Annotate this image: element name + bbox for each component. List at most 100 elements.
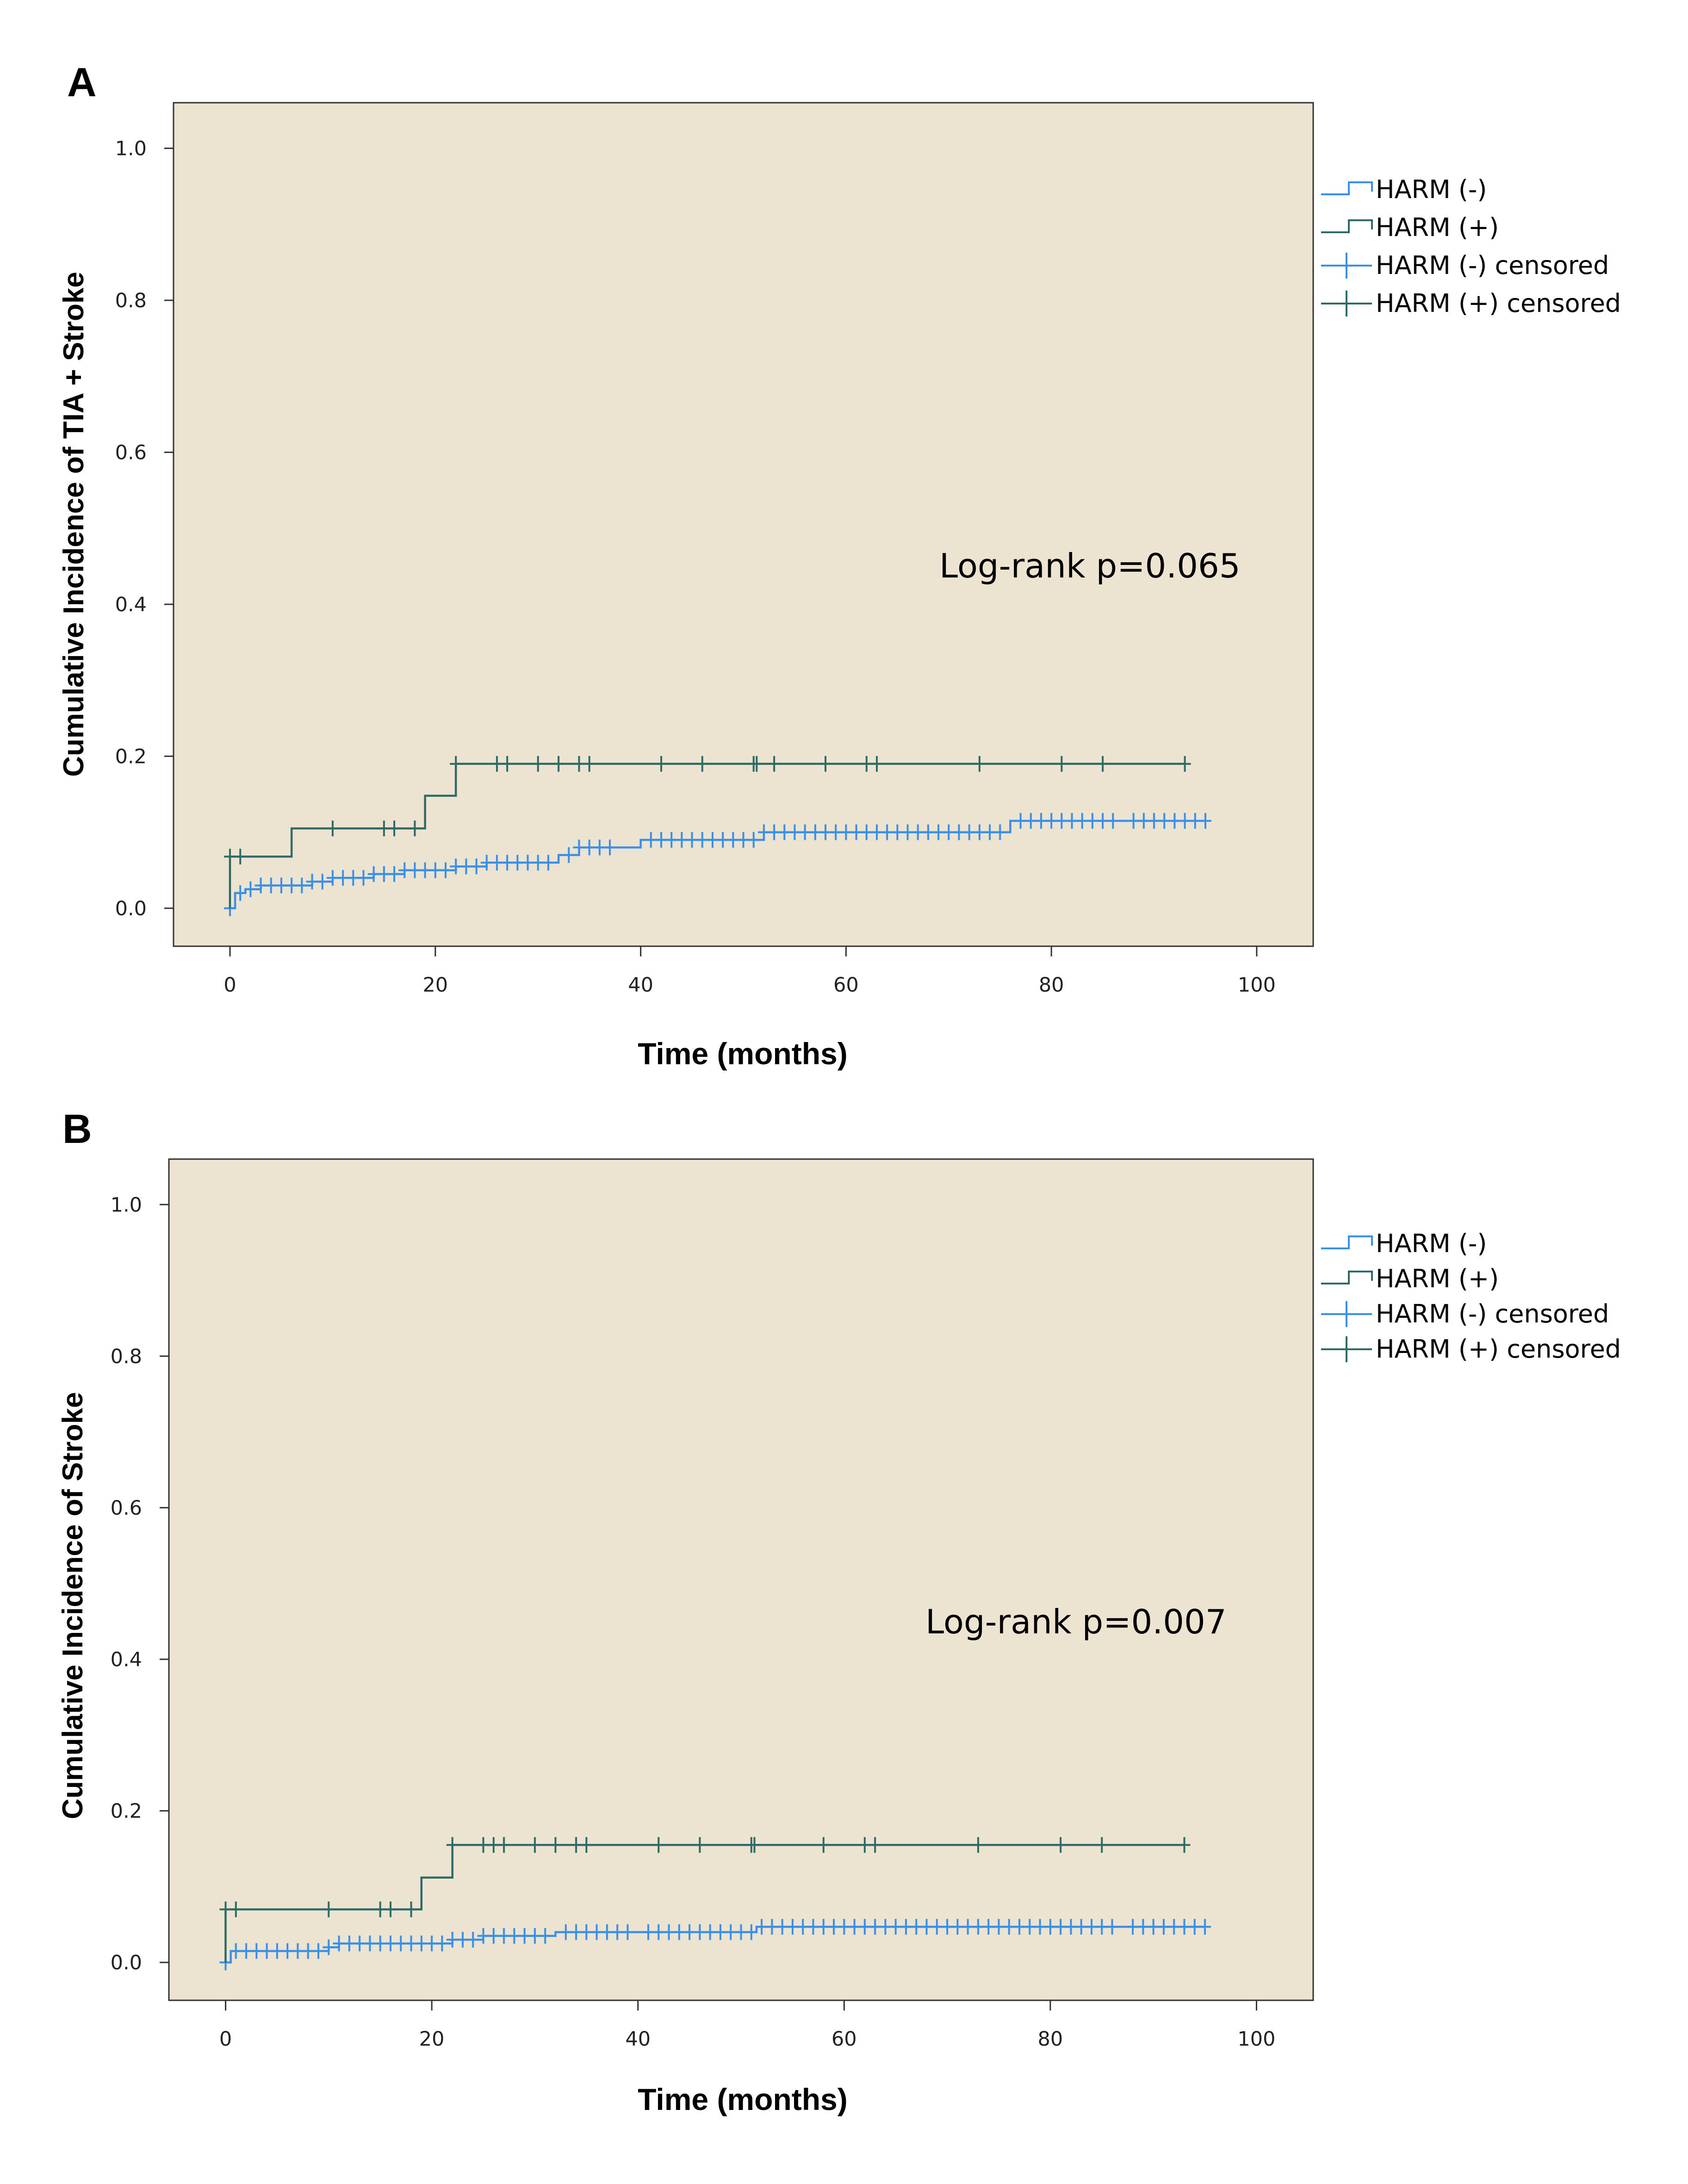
x-tick-label: 100 xyxy=(1237,2028,1275,2051)
censor-mark-harm-neg xyxy=(982,1919,995,1935)
censor-mark-harm-pos xyxy=(323,1901,335,1917)
censor-mark-harm-neg xyxy=(316,874,329,890)
y-tick-label: 0.0 xyxy=(111,1951,142,1974)
censor-mark-harm-neg xyxy=(838,1919,850,1935)
censor-mark-harm-neg xyxy=(655,832,667,848)
censor-mark-harm-neg xyxy=(583,839,596,856)
censor-mark-harm-neg xyxy=(323,1939,335,1955)
censor-mark-harm-neg xyxy=(559,1924,572,1940)
censor-mark-harm-neg xyxy=(860,824,873,840)
censor-mark-harm-pos xyxy=(1096,1837,1108,1853)
censor-mark-harm-pos xyxy=(694,1837,706,1853)
censor-mark-harm-neg xyxy=(429,862,441,878)
censor-mark-harm-neg xyxy=(302,1943,314,1959)
censor-mark-harm-neg xyxy=(388,866,401,882)
censor-mark-harm-neg xyxy=(901,824,914,840)
censor-mark-harm-neg xyxy=(869,1919,881,1935)
censor-mark-harm-pos xyxy=(498,1837,510,1853)
censor-mark-harm-neg xyxy=(778,824,791,840)
censor-mark-harm-neg xyxy=(665,832,678,848)
censor-mark-harm-neg xyxy=(580,1924,593,1940)
censor-mark-harm-neg xyxy=(809,824,821,840)
censor-mark-harm-neg xyxy=(528,1928,541,1944)
censor-mark-harm-neg xyxy=(1168,813,1181,829)
legend-label: HARM (+) xyxy=(1376,1264,1499,1293)
censor-mark-harm-neg xyxy=(604,839,616,856)
censor-mark-harm-neg xyxy=(436,1936,448,1952)
censor-mark-harm-pos xyxy=(751,756,763,772)
x-tick-label: 20 xyxy=(422,974,448,997)
legend-line-icon xyxy=(1321,219,1373,233)
censor-mark-harm-neg xyxy=(1158,813,1171,829)
censor-mark-harm-pos xyxy=(1055,756,1068,772)
censor-mark-harm-neg xyxy=(756,1919,768,1935)
censor-mark-harm-neg xyxy=(378,866,390,882)
censor-mark-harm-neg xyxy=(817,1919,830,1935)
censor-mark-harm-neg xyxy=(1044,1919,1056,1935)
censor-mark-harm-neg xyxy=(799,824,811,840)
censor-mark-harm-neg xyxy=(922,824,934,840)
censor-mark-harm-pos xyxy=(1097,756,1109,772)
censor-mark-harm-neg xyxy=(521,855,534,871)
censor-mark-harm-pos xyxy=(409,820,421,837)
censor-mark-harm-neg xyxy=(766,1919,778,1935)
y-tick-label: 0.0 xyxy=(115,897,147,920)
censor-mark-harm-neg xyxy=(467,1931,479,1948)
censor-mark-harm-neg xyxy=(374,1936,386,1952)
censor-mark-harm-pos xyxy=(1055,1837,1067,1853)
legend-label: HARM (-) xyxy=(1376,1229,1487,1258)
censor-mark-harm-neg xyxy=(951,1919,964,1935)
censor-mark-harm-pos xyxy=(1178,1837,1191,1853)
censor-mark-harm-neg xyxy=(1147,1919,1160,1935)
censor-mark-harm-pos xyxy=(860,756,873,772)
censor-mark-harm-neg xyxy=(1148,813,1160,829)
legend-a: HARM (-) HARM (+) HARM (-) censored HARM (+… xyxy=(1321,175,1621,318)
censor-mark-harm-neg xyxy=(1014,813,1027,829)
censor-mark-harm-pos xyxy=(501,756,514,772)
censor-mark-harm-neg xyxy=(642,1924,654,1940)
censor-mark-harm-neg xyxy=(326,870,339,886)
censor-mark-harm-neg xyxy=(747,832,760,848)
censor-mark-harm-neg xyxy=(1137,813,1150,829)
censor-mark-harm-pos xyxy=(234,849,247,865)
censor-mark-harm-pos xyxy=(1179,756,1191,772)
censor-mark-harm-neg xyxy=(696,832,708,848)
censor-mark-harm-neg xyxy=(539,1928,552,1944)
censor-mark-harm-neg xyxy=(1106,1919,1118,1935)
censor-mark-harm-pos xyxy=(378,820,390,837)
censor-mark-harm-neg xyxy=(1013,1919,1026,1935)
logrank-annotation-b: Log-rank p=0.007 xyxy=(925,1602,1227,1641)
censor-mark-harm-neg xyxy=(941,1919,954,1935)
censor-mark-harm-neg xyxy=(230,1943,242,1959)
censor-mark-harm-neg xyxy=(1179,813,1191,829)
censor-mark-harm-neg xyxy=(532,855,544,871)
censor-mark-harm-neg xyxy=(250,1943,263,1959)
censor-mark-harm-neg xyxy=(1096,1919,1108,1935)
censor-mark-harm-pos xyxy=(219,1901,232,1917)
legend-b: HARM (-) HARM (+) HARM (-) censored HARM (+… xyxy=(1321,1229,1621,1364)
legend-label: HARM (+) censored xyxy=(1376,1334,1621,1364)
censor-mark-harm-neg xyxy=(663,1924,675,1940)
censor-mark-harm-neg xyxy=(265,877,277,893)
censor-mark-harm-neg xyxy=(676,832,688,848)
censor-mark-harm-pos xyxy=(583,756,596,772)
censor-mark-harm-neg xyxy=(395,1936,407,1952)
censor-mark-harm-neg xyxy=(1035,813,1047,829)
x-tick-label: 60 xyxy=(832,2028,857,2051)
censor-mark-harm-pos xyxy=(819,756,832,772)
censor-mark-harm-neg xyxy=(275,877,287,893)
censor-mark-harm-neg xyxy=(601,1924,613,1940)
censor-mark-harm-pos xyxy=(570,1837,583,1853)
censor-mark-harm-pos xyxy=(696,756,708,772)
y-tick-label: 0.2 xyxy=(115,745,147,768)
censor-mark-harm-neg xyxy=(972,1919,984,1935)
x-tick-label: 80 xyxy=(1038,2028,1063,2051)
censor-mark-harm-neg xyxy=(768,824,781,840)
censor-mark-harm-neg xyxy=(347,870,360,886)
censor-mark-harm-neg xyxy=(973,824,986,840)
censor-mark-harm-pos xyxy=(748,1837,761,1853)
censor-mark-harm-pos xyxy=(655,756,667,772)
censor-mark-harm-neg xyxy=(652,1924,665,1940)
censor-mark-harm-neg xyxy=(1157,1919,1170,1935)
x-tick-label: 100 xyxy=(1238,974,1276,997)
